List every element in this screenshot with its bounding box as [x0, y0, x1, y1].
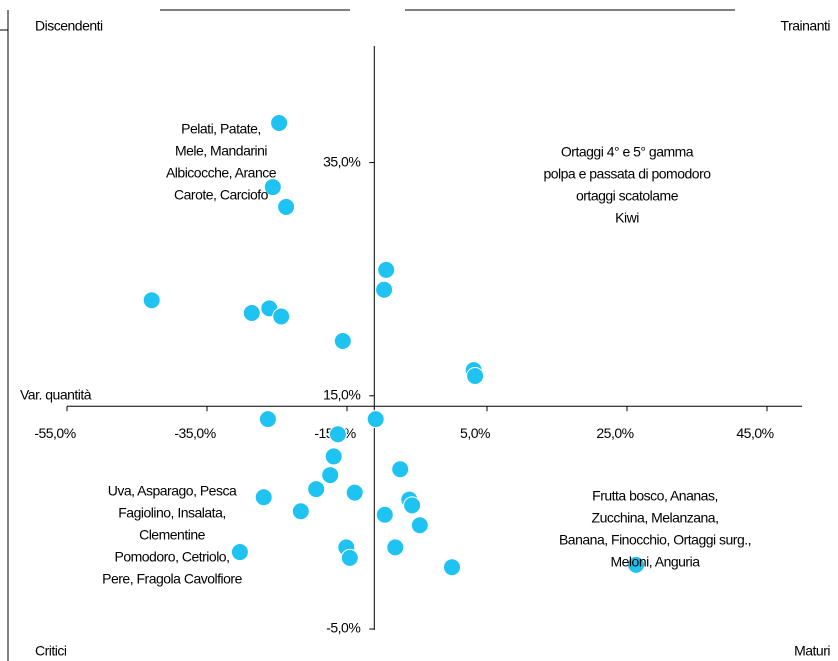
- annotation: Kiwi: [615, 210, 639, 226]
- point: [291, 502, 310, 521]
- annotation: Meloni, Anguria: [610, 554, 700, 570]
- annotation: Albicocche, Arance: [166, 164, 277, 180]
- annotation: Uva, Asparago, Pesca: [108, 482, 237, 498]
- annotation: ortaggi scatolame: [576, 188, 679, 204]
- annotation: Fagiolino, Insalata,: [118, 504, 226, 520]
- point: [375, 505, 394, 524]
- point: [258, 410, 277, 429]
- point: [307, 480, 326, 499]
- x-tick-label: -35,0%: [174, 425, 215, 441]
- point: [627, 555, 646, 574]
- point: [333, 331, 352, 350]
- point: [270, 113, 289, 132]
- quadrant-label: Trainanti: [781, 18, 831, 34]
- axis-title: Var. quantità: [20, 387, 92, 403]
- point: [242, 304, 261, 323]
- point: [377, 260, 396, 279]
- point: [410, 516, 429, 535]
- x-tick-label: 5,0%: [460, 425, 490, 441]
- point: [443, 558, 461, 577]
- point: [466, 366, 485, 385]
- quadrant-label: Discendenti: [35, 18, 103, 34]
- point: [263, 178, 282, 197]
- point: [277, 197, 296, 216]
- annotation: Clementine: [139, 526, 206, 542]
- y-tick-label: -5,0%: [326, 620, 360, 636]
- point: [403, 496, 422, 515]
- annotation: polpa e passata di pomodoro: [543, 166, 711, 182]
- point: [345, 483, 364, 502]
- annotation: Pelati, Patate,: [181, 120, 261, 136]
- point: [386, 538, 405, 557]
- point: [375, 280, 394, 299]
- point: [340, 548, 359, 567]
- y-tick-label: 15,0%: [323, 387, 360, 403]
- annotation: Frutta bosco, Ananas,: [592, 488, 718, 504]
- x-tick-label: 45,0%: [736, 425, 773, 441]
- point: [272, 307, 291, 326]
- annotation: Ortaggi 4° e 5° gamma: [561, 144, 694, 160]
- point: [391, 460, 410, 479]
- point: [328, 425, 347, 444]
- annotation: Zucchina, Melanzana,: [592, 510, 719, 526]
- annotation: Carote, Carciofo: [174, 186, 269, 202]
- annotation: Pomodoro, Cetriolo,: [114, 548, 229, 564]
- quadrant-label: Critici: [35, 643, 67, 659]
- point: [142, 291, 161, 310]
- quadrant-label: Maturi: [794, 643, 830, 659]
- point: [254, 488, 273, 507]
- annotation: Banana, Finocchio, Ortaggi surg.,: [559, 532, 751, 548]
- point: [366, 410, 385, 429]
- annotation: Mele, Mandarini: [175, 142, 267, 158]
- point: [230, 543, 249, 562]
- y-tick-label: 35,0%: [323, 153, 360, 169]
- point: [321, 466, 340, 485]
- x-tick-label: -55,0%: [34, 425, 75, 441]
- x-tick-label: 25,0%: [596, 425, 633, 441]
- annotation: Pere, Fragola Cavolfiore: [102, 570, 242, 586]
- point: [324, 447, 343, 466]
